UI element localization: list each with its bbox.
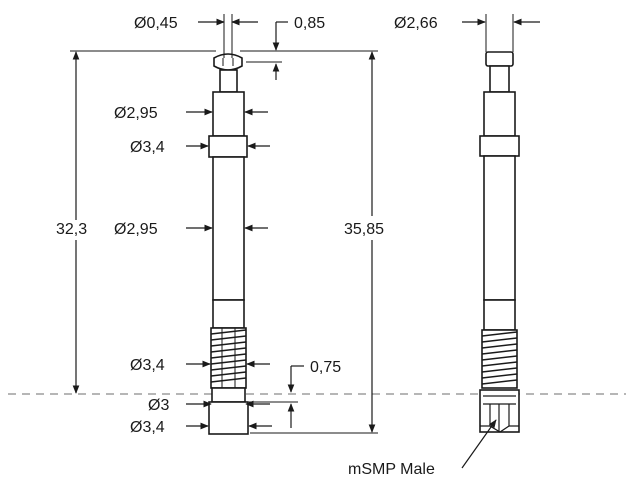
dimension-spring: Ø3,4 [130, 357, 270, 374]
dimension-middle-body: Ø2,95 [114, 221, 268, 238]
connector-label: mSMP Male [348, 461, 435, 478]
dimension-base-large: Ø3,4 [130, 419, 272, 436]
left-tip [213, 53, 243, 71]
upper-body-diameter-label: Ø2,95 [114, 105, 158, 122]
connector-callout: mSMP Male [348, 419, 497, 478]
left-collar [208, 135, 248, 158]
left-lower-body [212, 299, 245, 329]
right-neck [489, 65, 510, 93]
dimension-reference-offset: 0,75 [249, 359, 341, 428]
right-collar [479, 135, 520, 157]
dimension-right-top: Ø2,66 [394, 14, 540, 52]
tip-diameter-label: Ø0,45 [134, 15, 178, 32]
dimension-collar: Ø3,4 [130, 139, 270, 156]
left-long-body [212, 156, 245, 301]
right-top-diameter-label: Ø2,66 [394, 15, 438, 32]
right-long-body [483, 155, 516, 301]
overall-length-label: 35,85 [344, 221, 384, 238]
left-neck [219, 69, 238, 93]
left-base-small [211, 387, 246, 403]
spring-diameter-label: Ø3,4 [130, 357, 165, 374]
dimension-length-32: 32,3 [56, 50, 216, 394]
right-spring [481, 329, 518, 389]
collar-diameter-label: Ø3,4 [130, 139, 165, 156]
dimension-tip-diameter: Ø0,45 [134, 14, 258, 58]
middle-body-diameter-label: Ø2,95 [114, 221, 158, 238]
left-base-large [208, 401, 249, 435]
right-connector-end [479, 389, 520, 433]
tip-height-label: 0,85 [294, 15, 325, 32]
dimension-upper-body: Ø2,95 [114, 105, 268, 122]
reference-offset-label: 0,75 [310, 359, 341, 376]
right-tip [485, 51, 514, 67]
dimension-base-small: Ø3 [148, 397, 270, 414]
right-upper-body [483, 91, 516, 137]
left-upper-body [212, 91, 245, 137]
left-view-connector [208, 53, 249, 435]
length-to-reference-label: 32,3 [56, 221, 87, 238]
dimension-tip-height: 0,85 [246, 15, 325, 80]
base-small-diameter-label: Ø3 [148, 397, 169, 414]
base-large-diameter-label: Ø3,4 [130, 419, 165, 436]
left-spring [210, 327, 247, 389]
right-lower-body [483, 299, 516, 331]
right-view-connector [479, 51, 520, 433]
dimension-length-35: 35,85 [240, 50, 384, 434]
